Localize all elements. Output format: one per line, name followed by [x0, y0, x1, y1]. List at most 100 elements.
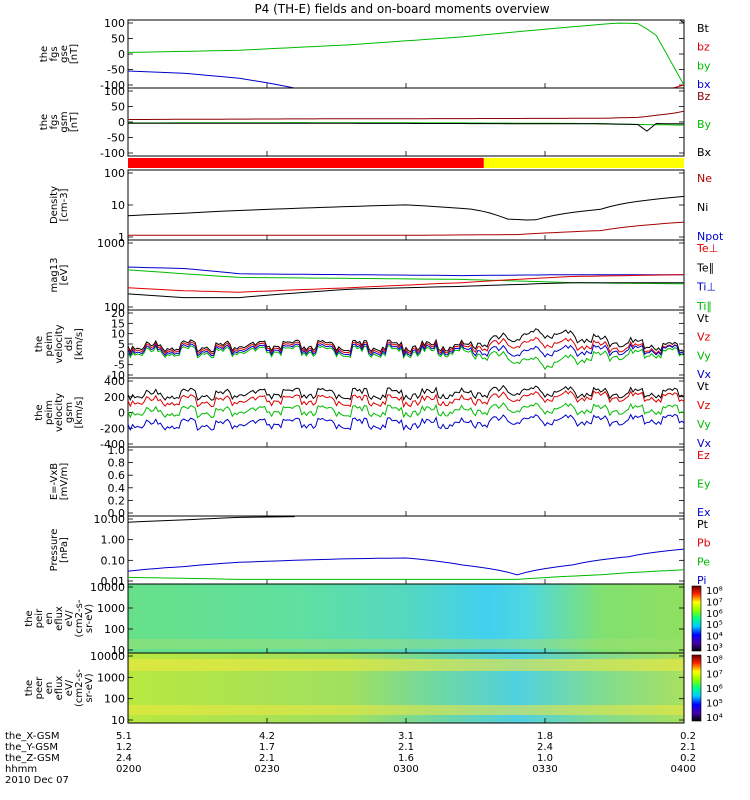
- legend-item: Vt: [697, 380, 710, 393]
- series-Vt: [128, 328, 684, 354]
- y-axis-label: velocity: [54, 393, 65, 432]
- y-tick-label: 10: [111, 644, 125, 657]
- panel-frame-efield: [127, 446, 685, 517]
- y-axis-label: [cm-3]: [59, 188, 70, 221]
- ephemeris-value: 2.1: [680, 742, 696, 753]
- y-axis-label: fgs: [49, 46, 60, 61]
- y-axis-label: [nT]: [69, 112, 80, 132]
- y-tick-label: 200: [104, 391, 125, 404]
- ephemeris-value: 0.2: [680, 731, 696, 742]
- y-axis-label: [nPa]: [59, 537, 70, 563]
- y-tick-label: 0: [118, 48, 125, 61]
- colorbar-label: 10⁴: [706, 632, 723, 643]
- legend-item: Ni: [697, 201, 708, 214]
- y-axis-label: the: [24, 610, 35, 626]
- colorbar-label: 10⁵: [706, 699, 723, 710]
- y-axis-label: [nT]: [69, 44, 80, 64]
- y-axis-label: eV/: [64, 610, 75, 627]
- series-bx: [128, 70, 295, 88]
- y-axis-label: [km/s]: [74, 396, 85, 428]
- series-Vz: [128, 336, 684, 356]
- y-axis-label: velocity: [54, 324, 65, 363]
- series-Vz: [128, 390, 684, 409]
- legend-item: bx: [697, 78, 711, 91]
- mode-bar-segment: [483, 158, 684, 168]
- legend-item: Vy: [697, 349, 711, 362]
- legend-item: Vx: [697, 437, 712, 450]
- ephemeris-value: 0330: [532, 764, 557, 775]
- ephemeris-value: 1.0: [537, 753, 553, 764]
- legend-item: bz: [697, 41, 710, 54]
- legend-item: Pb: [697, 537, 711, 550]
- ephemeris-value: 2.4: [537, 742, 553, 753]
- colorbar-label: 10⁷: [706, 597, 723, 608]
- series-Vx: [128, 413, 684, 432]
- colorbar-peer: [691, 654, 702, 722]
- colorbar-label: 10⁸: [706, 586, 723, 597]
- ephemeris-value: 0400: [671, 764, 696, 775]
- legend-item: Ex: [697, 506, 711, 519]
- series-Vy: [128, 344, 684, 371]
- y-tick-label: 10000: [90, 650, 125, 663]
- y-tick-label: -50: [107, 132, 125, 145]
- panel-frame-fgs_gse: [127, 19, 685, 89]
- y-tick-label: 0.2: [108, 494, 126, 507]
- colorbar-label: 10⁴: [706, 713, 723, 724]
- panel-frame-pressure: [127, 515, 685, 585]
- y-axis-label: peer: [34, 676, 45, 700]
- y-tick-label: 1: [118, 231, 125, 244]
- ephemeris-value: 5.1: [116, 731, 132, 742]
- series-bz: [670, 84, 684, 88]
- colorbar-label: 10⁶: [706, 609, 723, 620]
- ephemeris-value: 0200: [116, 764, 141, 775]
- y-axis-label: mag13: [49, 258, 60, 293]
- legend-item: by: [697, 59, 711, 72]
- y-tick-label: 0.10: [101, 554, 126, 567]
- y-tick-label: 0.01: [101, 575, 126, 588]
- y-axis-label: dsl: [64, 337, 75, 351]
- y-axis-label: [eV]: [59, 265, 70, 286]
- y-tick-label: 10000: [90, 581, 125, 594]
- y-axis-label: peir: [34, 608, 45, 628]
- y-axis-label: the: [39, 46, 50, 62]
- y-axis-label: [mV/m]: [59, 463, 70, 501]
- series-Vy: [128, 402, 684, 419]
- legend-item: Bx: [697, 146, 712, 159]
- y-axis-label: Pressure: [49, 529, 60, 572]
- colorbar-label: 10⁶: [706, 684, 723, 695]
- series-Pt: [128, 516, 295, 523]
- ephemeris-value: 1.6: [398, 753, 414, 764]
- legend-item: Vx: [697, 368, 712, 381]
- y-tick-label: 5: [118, 338, 125, 351]
- y-axis-label: gse: [59, 45, 70, 63]
- ephemeris-label: 2010 Dec 07: [5, 775, 69, 786]
- ephemeris-value: 4.2: [259, 731, 275, 742]
- y-tick-label: 1.0: [108, 444, 126, 457]
- ephemeris-value: 0.2: [680, 753, 696, 764]
- y-axis-label: the: [34, 336, 45, 352]
- y-tick-label: 0.8: [108, 457, 126, 470]
- y-tick-label: -5: [114, 359, 125, 372]
- y-tick-label: 1.00: [101, 534, 126, 547]
- y-axis-label: the: [39, 114, 50, 130]
- y-axis-label: eflux: [54, 606, 65, 631]
- y-tick-label: 400: [104, 375, 125, 388]
- legend-item: Bt: [697, 22, 710, 35]
- y-tick-label: -200: [100, 422, 125, 435]
- colorbar-label: 10³: [706, 643, 723, 654]
- y-tick-label: -100: [100, 79, 125, 92]
- series-Te∥: [128, 282, 684, 299]
- colorbar-peir: [691, 585, 702, 652]
- series-Vt: [128, 384, 684, 402]
- ephemeris-value: 1.7: [259, 742, 275, 753]
- colorbar-label: 10⁸: [706, 655, 723, 666]
- series-Pe: [128, 569, 684, 580]
- legend-item: Npot: [697, 230, 724, 243]
- legend-item: Ti⊥: [696, 281, 716, 294]
- y-tick-label: 10.00: [94, 513, 126, 526]
- y-axis-label: en: [44, 682, 55, 695]
- y-axis-label: gsm: [59, 111, 70, 132]
- ephemeris-value: 2.4: [116, 753, 132, 764]
- panel-frame-fgs_gsm: [127, 87, 685, 157]
